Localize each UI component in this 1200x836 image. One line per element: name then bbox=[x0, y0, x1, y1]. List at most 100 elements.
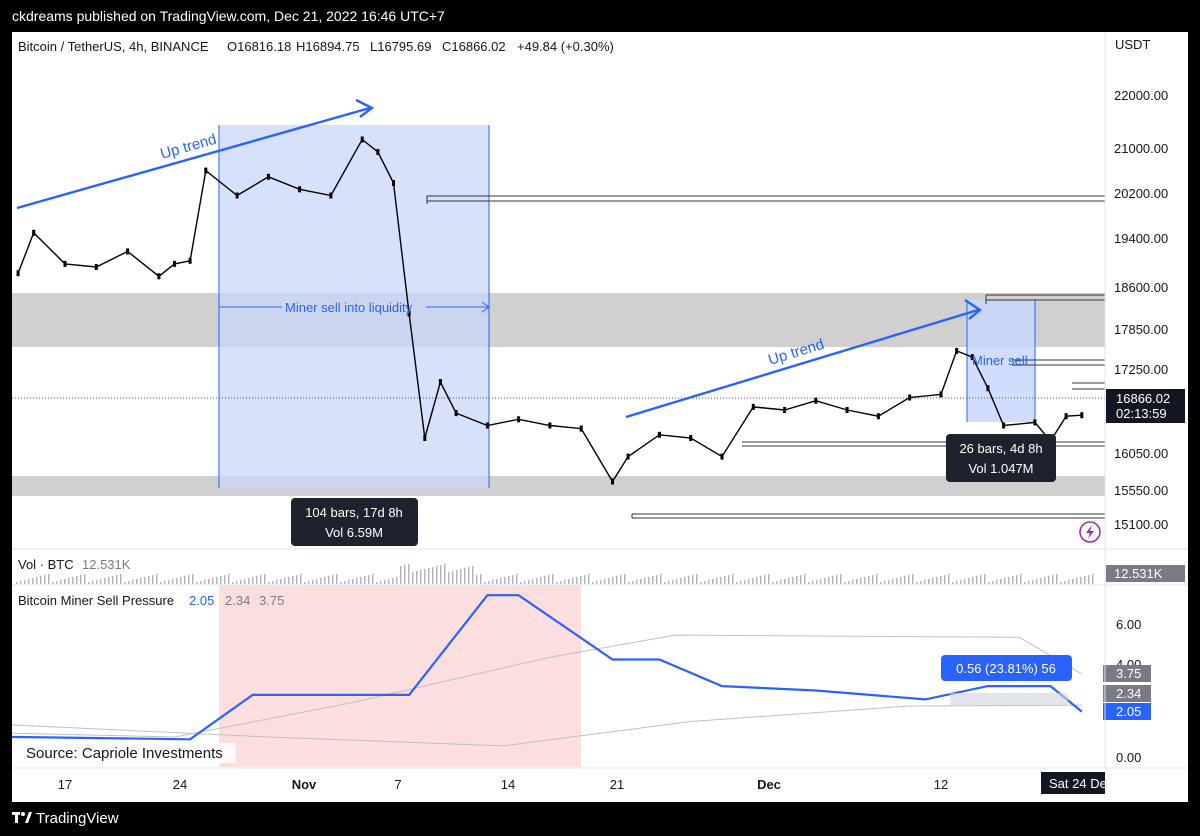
price-pane[interactable]: Up trend Up trend Miner sell into liquid… bbox=[12, 39, 1105, 546]
trend-arrow-2[interactable] bbox=[625, 299, 983, 419]
volume-bar bbox=[252, 577, 254, 584]
volume-bar bbox=[244, 579, 246, 584]
volume-bar bbox=[1020, 574, 1022, 584]
volume-bar bbox=[516, 574, 518, 584]
last-price-badge bbox=[1106, 389, 1185, 423]
volume-bar bbox=[160, 582, 162, 584]
tradingview-logo-icon[interactable] bbox=[12, 810, 32, 826]
volume-label[interactable]: Vol · BTC bbox=[18, 557, 74, 572]
volume-bars bbox=[16, 564, 1094, 584]
volume-bar bbox=[860, 578, 862, 584]
volume-bar bbox=[1044, 577, 1046, 584]
volume-bar bbox=[728, 575, 730, 584]
volume-bar bbox=[220, 576, 222, 584]
volume-bar bbox=[16, 582, 18, 584]
volume-bar bbox=[408, 564, 410, 584]
source-label-bg bbox=[24, 743, 236, 763]
price-point bbox=[939, 391, 943, 398]
lightning-icon[interactable] bbox=[1079, 521, 1101, 543]
miner-sell-label[interactable]: Miner sell bbox=[972, 353, 1028, 368]
volume-bar bbox=[964, 579, 966, 584]
volume-bar bbox=[1068, 580, 1070, 584]
volume-bar bbox=[260, 575, 262, 584]
volume-bar bbox=[820, 579, 822, 584]
volume-bar bbox=[420, 570, 422, 584]
volume-bar bbox=[928, 579, 930, 584]
volume-bar bbox=[772, 582, 774, 584]
volume-bar bbox=[304, 582, 306, 584]
price-point bbox=[173, 260, 176, 267]
symbol-legend[interactable]: Bitcoin / TetherUS, 4h, BINANCE O16816.1… bbox=[18, 39, 614, 54]
ma-line-2 bbox=[0, 704, 1082, 747]
ma-line-1 bbox=[0, 634, 1083, 738]
time-label: 21 bbox=[610, 777, 624, 792]
trend-arrow-1[interactable] bbox=[16, 98, 375, 210]
volume-bar bbox=[916, 582, 918, 584]
price-point bbox=[266, 173, 270, 180]
price-series[interactable] bbox=[16, 136, 1084, 485]
volume-bar bbox=[388, 579, 390, 584]
indicator-badge-2-value: 2.34 bbox=[1116, 686, 1141, 701]
volume-bar bbox=[672, 580, 674, 584]
volume-bar bbox=[724, 576, 726, 584]
volume-bar bbox=[616, 576, 618, 584]
volume-bar bbox=[1092, 574, 1094, 584]
chart-svg[interactable]: Up trend Up trend Miner sell into liquid… bbox=[0, 32, 1188, 802]
time-label: 14 bbox=[501, 777, 515, 792]
indicator-badge-1 bbox=[1103, 665, 1151, 682]
volume-bar bbox=[628, 582, 630, 584]
chart-panel[interactable]: Up trend Up trend Miner sell into liquid… bbox=[0, 32, 1188, 802]
volume-bar bbox=[564, 580, 566, 584]
volume-bar bbox=[172, 579, 174, 584]
indicator-pane[interactable]: 0.56 (23.81%) 56 Bitcoin Miner Sell Pres… bbox=[0, 585, 1151, 767]
volume-bar bbox=[152, 575, 154, 584]
price-axis[interactable]: USDT 22000.00 21000.00 20200.00 19400.00… bbox=[1106, 37, 1185, 532]
volume-pane[interactable]: Vol · BTC 12.531K 12.531K bbox=[16, 557, 1185, 584]
volume-bar bbox=[440, 565, 442, 584]
indicator-name[interactable]: Bitcoin Miner Sell Pressure bbox=[18, 593, 174, 608]
miner-sell-liquidity-arrow[interactable]: Miner sell into liquidity bbox=[219, 300, 490, 315]
price-tick: 16050.00 bbox=[1114, 446, 1168, 461]
bar-countdown: 02:13:59 bbox=[1116, 406, 1167, 421]
time-label: 17 bbox=[58, 777, 72, 792]
volume-bar bbox=[200, 581, 202, 584]
price-point bbox=[626, 453, 630, 460]
legend-symbol[interactable]: Bitcoin / TetherUS, 4h, BINANCE bbox=[18, 39, 209, 54]
volume-bar bbox=[308, 581, 310, 584]
volume-bar bbox=[636, 580, 638, 584]
publisher-bar: ckdreams published on TradingView.com, D… bbox=[0, 0, 1200, 32]
volume-bar bbox=[320, 578, 322, 584]
volume-bar bbox=[184, 576, 186, 584]
price-point bbox=[751, 403, 755, 410]
volume-bar bbox=[272, 581, 274, 584]
volume-bar bbox=[144, 577, 146, 584]
volume-bar bbox=[1004, 578, 1006, 584]
time-axis[interactable]: 17 24 Nov 7 14 21 Dec 12 Sat 24 Dec bbox=[58, 772, 1114, 794]
volume-bar bbox=[1052, 575, 1054, 584]
volume-bar bbox=[168, 580, 170, 584]
miner-sell-liquidity-label: Miner sell into liquidity bbox=[285, 300, 413, 315]
indicator-badge-3 bbox=[1103, 703, 1151, 720]
indicator-series bbox=[0, 594, 1083, 747]
volume-bar bbox=[568, 579, 570, 584]
current-time-label: Sat 24 Dec bbox=[1049, 776, 1114, 791]
up-trend-label-1[interactable]: Up trend bbox=[158, 131, 218, 163]
volume-bar bbox=[300, 574, 302, 584]
volume-bar bbox=[948, 574, 950, 584]
volume-bar bbox=[644, 578, 646, 584]
volume-bar bbox=[740, 581, 742, 584]
volume-bar bbox=[364, 576, 366, 584]
price-point bbox=[360, 136, 364, 143]
volume-bar bbox=[92, 581, 94, 584]
volume-bar bbox=[988, 582, 990, 584]
indicator-value-1: 2.05 bbox=[189, 593, 214, 608]
volume-bar bbox=[552, 574, 554, 584]
date-range-box-2[interactable] bbox=[967, 300, 1035, 422]
range-info-2-vol: Vol 1.047M bbox=[968, 461, 1033, 476]
footer-brand[interactable]: TradingView bbox=[36, 810, 119, 827]
volume-bar bbox=[632, 581, 634, 584]
indicator-value-2: 2.34 bbox=[225, 593, 250, 608]
legend-high: H16894.75 bbox=[296, 39, 360, 54]
price-tick: 18600.00 bbox=[1114, 280, 1168, 295]
price-point bbox=[876, 413, 880, 420]
